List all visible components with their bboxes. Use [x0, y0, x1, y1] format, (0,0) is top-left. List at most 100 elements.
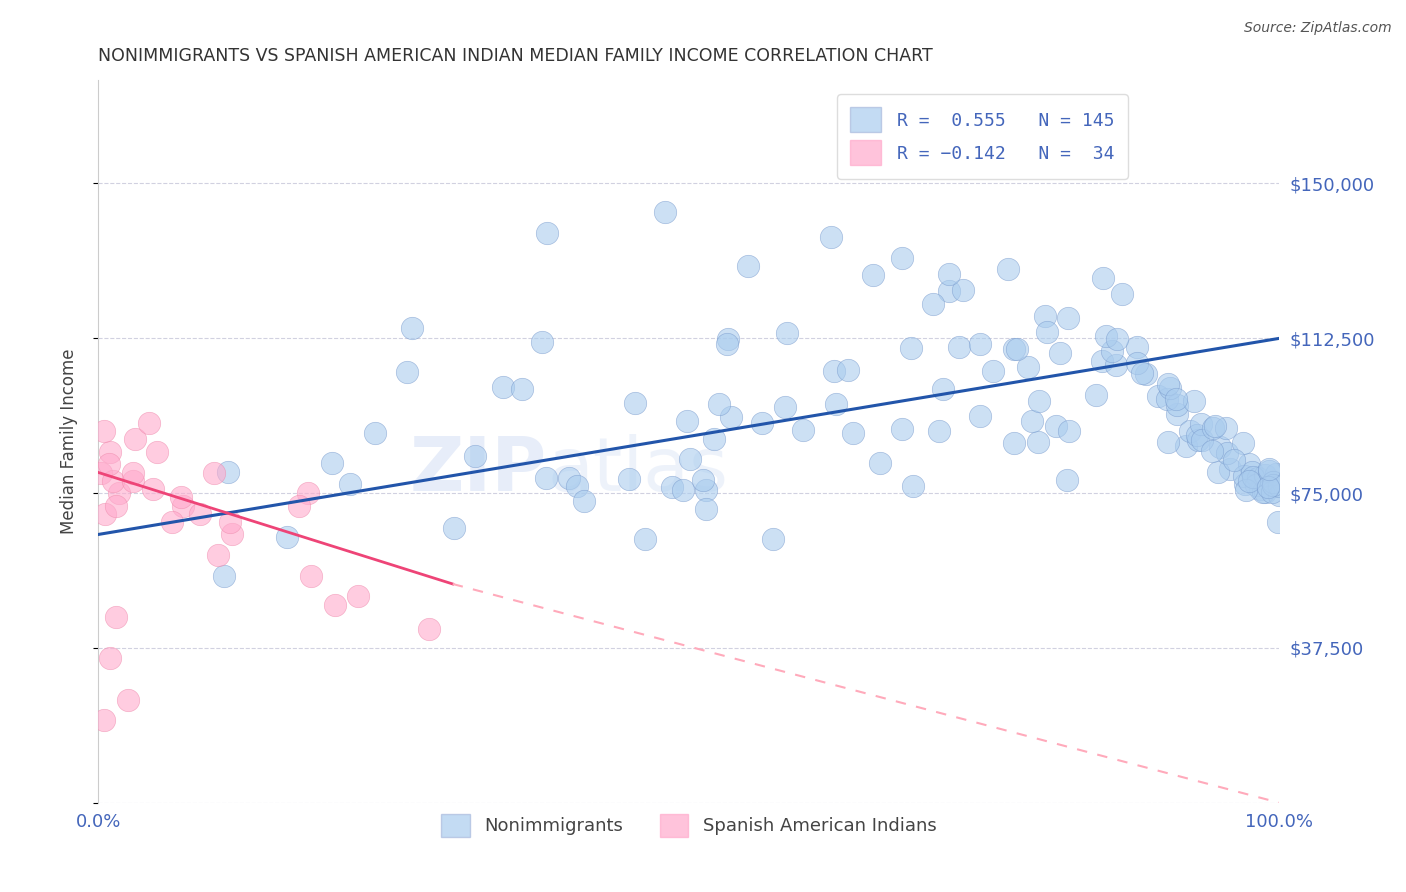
Point [1249, 482, 1271, 496]
Point [1157, 434, 1180, 449]
Point [1234, 477, 1257, 491]
Point [288, 499, 311, 513]
Point [142, 482, 165, 496]
Point [981, 364, 1004, 378]
Point [323, 598, 346, 612]
Point [891, 422, 914, 436]
Point [1105, 332, 1128, 346]
Point [93, 713, 115, 727]
Point [117, 692, 139, 706]
Point [217, 465, 239, 479]
Point [617, 472, 640, 486]
Point [339, 477, 361, 491]
Point [212, 568, 235, 582]
Point [901, 479, 924, 493]
Point [1033, 309, 1056, 323]
Point [401, 321, 423, 335]
Point [101, 474, 124, 488]
Text: ZIP: ZIP [411, 434, 547, 507]
Point [202, 466, 225, 480]
Point [443, 521, 465, 535]
Point [716, 337, 738, 351]
Point [623, 396, 645, 410]
Point [98, 457, 121, 471]
Point [1202, 421, 1225, 435]
Point [418, 623, 440, 637]
Point [464, 449, 486, 463]
Point [969, 409, 991, 423]
Point [1146, 389, 1168, 403]
Point [1002, 342, 1025, 356]
Point [1101, 343, 1123, 358]
Point [98, 651, 121, 665]
Point [1187, 433, 1209, 447]
Legend: Nonimmigrants, Spanish American Indians: Nonimmigrants, Spanish American Indians [434, 806, 943, 845]
Point [1251, 485, 1274, 500]
Point [720, 410, 742, 425]
Point [1241, 470, 1264, 484]
Point [1036, 325, 1059, 339]
Point [869, 456, 891, 470]
Point [510, 382, 533, 396]
Point [1204, 418, 1226, 433]
Point [762, 532, 785, 546]
Point [820, 230, 842, 244]
Point [530, 335, 553, 350]
Point [1017, 359, 1039, 374]
Point [703, 432, 725, 446]
Point [776, 326, 799, 341]
Point [837, 363, 859, 377]
Point [634, 533, 657, 547]
Point [1135, 367, 1157, 381]
Point [1215, 421, 1237, 435]
Point [122, 474, 145, 488]
Point [1267, 515, 1289, 529]
Point [169, 490, 191, 504]
Point [1166, 407, 1188, 421]
Point [98, 445, 121, 459]
Point [1241, 465, 1264, 479]
Point [1232, 435, 1254, 450]
Point [1180, 424, 1202, 438]
Point [948, 340, 970, 354]
Point [1130, 366, 1153, 380]
Point [997, 261, 1019, 276]
Point [121, 466, 143, 480]
Point [1028, 394, 1050, 409]
Point [1049, 346, 1071, 360]
Point [952, 283, 974, 297]
Point [751, 416, 773, 430]
Point [1246, 478, 1268, 492]
Point [928, 424, 950, 438]
Point [1216, 446, 1239, 460]
Point [672, 483, 695, 497]
Point [792, 423, 814, 437]
Point [1111, 286, 1133, 301]
Point [207, 548, 229, 562]
Y-axis label: Median Family Income: Median Family Income [59, 349, 77, 534]
Point [104, 499, 127, 513]
Point [1264, 467, 1286, 481]
Point [1056, 474, 1078, 488]
Text: atlas: atlas [547, 434, 728, 507]
Point [221, 527, 243, 541]
Point [145, 445, 167, 459]
Point [773, 400, 796, 414]
Point [695, 483, 717, 497]
Point [364, 425, 387, 440]
Point [1189, 417, 1212, 431]
Point [1219, 461, 1241, 475]
Point [321, 456, 343, 470]
Point [661, 480, 683, 494]
Point [675, 415, 697, 429]
Point [1090, 354, 1112, 368]
Point [1125, 356, 1147, 370]
Point [1166, 398, 1188, 412]
Point [188, 507, 211, 521]
Point [1237, 475, 1260, 489]
Point [1125, 340, 1147, 354]
Point [347, 590, 370, 604]
Point [1257, 480, 1279, 494]
Point [900, 341, 922, 355]
Point [1258, 464, 1281, 478]
